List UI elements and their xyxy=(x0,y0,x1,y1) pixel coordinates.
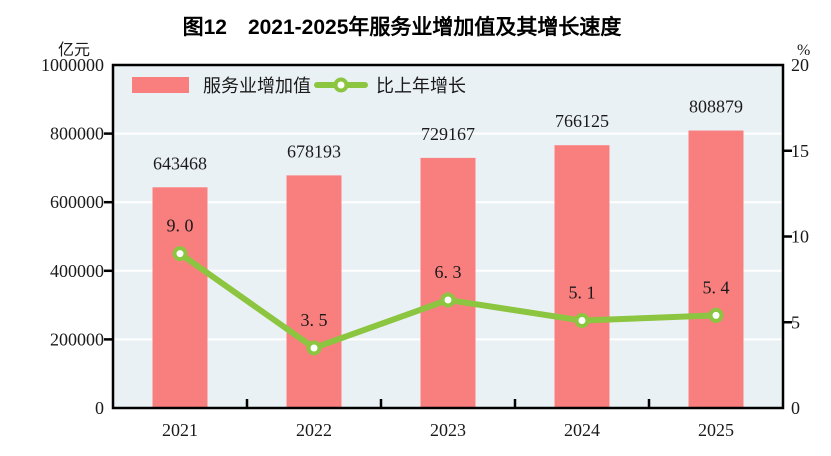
growth-marker-2024 xyxy=(574,313,590,329)
left-axis-tick-label: 800000 xyxy=(50,124,104,144)
right-axis-tick-label: 0 xyxy=(791,398,800,418)
bar-2025 xyxy=(688,130,744,408)
growth-marker-2025 xyxy=(708,307,724,323)
bar-value-label: 766125 xyxy=(555,111,609,131)
right-axis-tick-label: 15 xyxy=(791,141,809,161)
bar-value-label: 643468 xyxy=(153,153,207,173)
growth-marker-2022 xyxy=(306,340,322,356)
bar-2024 xyxy=(554,145,610,409)
x-axis-label: 2024 xyxy=(564,420,600,440)
x-axis-label: 2023 xyxy=(430,420,466,440)
legend-line-marker-icon xyxy=(333,77,349,93)
x-axis-label: 2025 xyxy=(698,420,734,440)
left-axis-tick-label: 600000 xyxy=(50,192,104,212)
right-axis-unit-label: % xyxy=(797,42,810,59)
growth-value-label: 5. 1 xyxy=(569,283,596,303)
legend: 服务业增加值 比上年增长 xyxy=(132,76,466,96)
bar-2021 xyxy=(152,187,208,408)
left-axis-tick-label: 0 xyxy=(95,398,104,418)
growth-value-label: 5. 4 xyxy=(703,277,730,297)
bar-value-label: 808879 xyxy=(689,97,743,117)
x-axis-label: 2021 xyxy=(162,420,198,440)
left-axis-unit-label: 亿元 xyxy=(58,41,90,59)
growth-value-label: 9. 0 xyxy=(167,216,194,236)
right-axis-tick-label: 5 xyxy=(791,312,800,332)
growth-value-label: 6. 3 xyxy=(435,262,462,282)
growth-marker-2021 xyxy=(172,246,188,262)
chart-title: 图12 2021-2025年服务业增加值及其增长速度 xyxy=(183,15,622,39)
right-axis-tick-label: 20 xyxy=(791,55,809,75)
x-axis-label: 2022 xyxy=(296,420,332,440)
left-axis-tick-label: 200000 xyxy=(50,329,104,349)
bar-value-label: 729167 xyxy=(421,124,475,144)
legend-bar-swatch xyxy=(132,77,189,93)
bar-value-label: 678193 xyxy=(287,141,341,161)
right-axis-tick-label: 10 xyxy=(791,227,809,247)
chart-layer: 0 200000 400000 600000 800000 1000000 0 5 10 15 20… xyxy=(41,55,809,440)
left-axis-tick-label: 1000000 xyxy=(41,55,104,75)
growth-value-label: 3. 5 xyxy=(301,310,328,330)
growth-marker-2023 xyxy=(440,292,456,308)
left-axis-tick-label: 400000 xyxy=(50,261,104,281)
plot-area-border xyxy=(111,63,785,410)
legend-bar-label: 服务业增加值 xyxy=(203,76,311,96)
legend-line-label: 比上年增长 xyxy=(376,76,466,96)
bar-2023 xyxy=(420,157,476,408)
bar-2022 xyxy=(286,175,342,408)
